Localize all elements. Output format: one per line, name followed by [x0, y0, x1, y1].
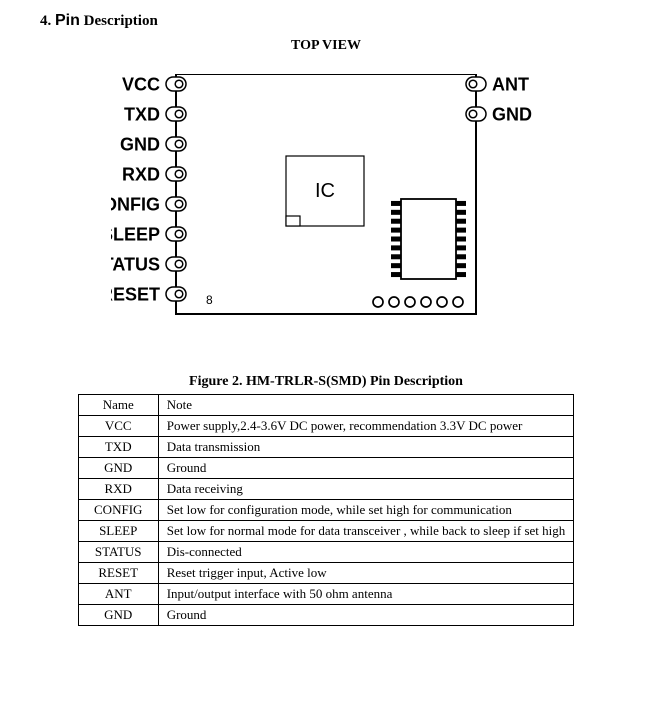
bottom-hole — [453, 297, 463, 307]
pin-hole — [175, 80, 183, 88]
pin-label-right: ANT — [492, 74, 529, 94]
bottom-hole — [405, 297, 415, 307]
chip-pin-left — [391, 263, 401, 268]
pin-number-8: 8 — [206, 293, 213, 307]
pin-label-right: GND — [492, 104, 532, 124]
pin-note-cell: Reset trigger input, Active low — [158, 563, 574, 584]
top-view-label: TOP VIEW — [40, 38, 612, 54]
pin-note-cell: Data transmission — [158, 437, 574, 458]
chip-pin-left — [391, 201, 401, 206]
pin-hole — [175, 170, 183, 178]
pin-label-left: SLEEP — [111, 224, 160, 244]
table-row: RESETReset trigger input, Active low — [78, 563, 574, 584]
pin-note-cell: Power supply,2.4-3.6V DC power, recommen… — [158, 416, 574, 437]
table-row: CONFIGSet low for configuration mode, wh… — [78, 500, 574, 521]
pin-name-cell: GND — [78, 458, 158, 479]
figure-title-text: 2. HM-TRLR-S(SMD) Pin Description — [232, 374, 463, 389]
chip-pin-right — [456, 228, 466, 233]
table-row: STATUSDis-connected — [78, 542, 574, 563]
bottom-hole — [389, 297, 399, 307]
pin-hole — [175, 140, 183, 148]
chip-pin-right — [456, 263, 466, 268]
bottom-hole — [437, 297, 447, 307]
pin-name-cell: CONFIG — [78, 500, 158, 521]
table-row: ANTInput/output interface with 50 ohm an… — [78, 584, 574, 605]
figure-caption: Figure 2. HM-TRLR-S(SMD) Pin Description — [40, 374, 612, 390]
pin-label-left: TXD — [124, 104, 160, 124]
pin-note-cell: Set low for configuration mode, while se… — [158, 500, 574, 521]
chip-pin-left — [391, 228, 401, 233]
pin-note-cell: Ground — [158, 458, 574, 479]
pin-description-table: NameNoteVCCPower supply,2.4-3.6V DC powe… — [78, 394, 575, 626]
chip-pin-right — [456, 219, 466, 224]
table-row: GNDGround — [78, 458, 574, 479]
pin-name-cell: TXD — [78, 437, 158, 458]
pin-note-cell: Set low for normal mode for data transce… — [158, 521, 574, 542]
pin-label-left: CONFIG — [111, 194, 160, 214]
pinout-diagram: VCC TXD GND RXD CONFIG SLEEP STATUS RESET ANT GND… — [111, 74, 541, 314]
pin-name-cell: RXD — [78, 479, 158, 500]
table-row: GNDGround — [78, 605, 574, 626]
table-row: RXDData receiving — [78, 479, 574, 500]
pin-note-cell: Data receiving — [158, 479, 574, 500]
chip-pin-right — [456, 210, 466, 215]
chip-pin-left — [391, 245, 401, 250]
pin-name-cell: SLEEP — [78, 521, 158, 542]
chip-pin-left — [391, 272, 401, 277]
table-row: SLEEPSet low for normal mode for data tr… — [78, 521, 574, 542]
section-word-desc: Description — [84, 13, 158, 29]
bottom-hole — [373, 297, 383, 307]
pin-name-cell: STATUS — [78, 542, 158, 563]
pin-label-left: STATUS — [111, 254, 160, 274]
pin-note-cell: Dis-connected — [158, 542, 574, 563]
section-word-pin: Pin — [55, 12, 80, 29]
chip-outline — [401, 199, 456, 279]
chip-pin-left — [391, 210, 401, 215]
pin-hole — [175, 110, 183, 118]
chip-pin-right — [456, 272, 466, 277]
chip-pin-right — [456, 254, 466, 259]
chip-pin-right — [456, 237, 466, 242]
chip-pin-right — [456, 201, 466, 206]
pin-hole — [469, 110, 477, 118]
figure-prefix: Figure — [189, 374, 228, 389]
pin-name-cell: VCC — [78, 416, 158, 437]
chip-pin-left — [391, 254, 401, 259]
pin-hole — [175, 230, 183, 238]
pin-label-left: GND — [120, 134, 160, 154]
table-row: TXDData transmission — [78, 437, 574, 458]
pin-note-cell: Ground — [158, 605, 574, 626]
chip-pin-right — [456, 245, 466, 250]
pin-hole — [469, 80, 477, 88]
section-number: 4. — [40, 13, 51, 29]
pin-note-cell: Input/output interface with 50 ohm anten… — [158, 584, 574, 605]
chip-pin-left — [391, 219, 401, 224]
pin-hole — [175, 200, 183, 208]
col-header-name: Name — [78, 395, 158, 416]
table-row: VCCPower supply,2.4-3.6V DC power, recom… — [78, 416, 574, 437]
ic-notch — [286, 216, 300, 226]
pin-label-left: RXD — [122, 164, 160, 184]
pin-hole — [175, 260, 183, 268]
bottom-hole — [421, 297, 431, 307]
pin-name-cell: RESET — [78, 563, 158, 584]
col-header-note: Note — [158, 395, 574, 416]
section-heading: 4. Pin Description — [40, 12, 612, 30]
pin-hole — [175, 290, 183, 298]
pin-name-cell: ANT — [78, 584, 158, 605]
pin-label-left: RESET — [111, 284, 160, 304]
pin-name-cell: GND — [78, 605, 158, 626]
pin-label-left: VCC — [122, 74, 160, 94]
ic-label: IC — [315, 180, 335, 202]
chip-pin-left — [391, 237, 401, 242]
